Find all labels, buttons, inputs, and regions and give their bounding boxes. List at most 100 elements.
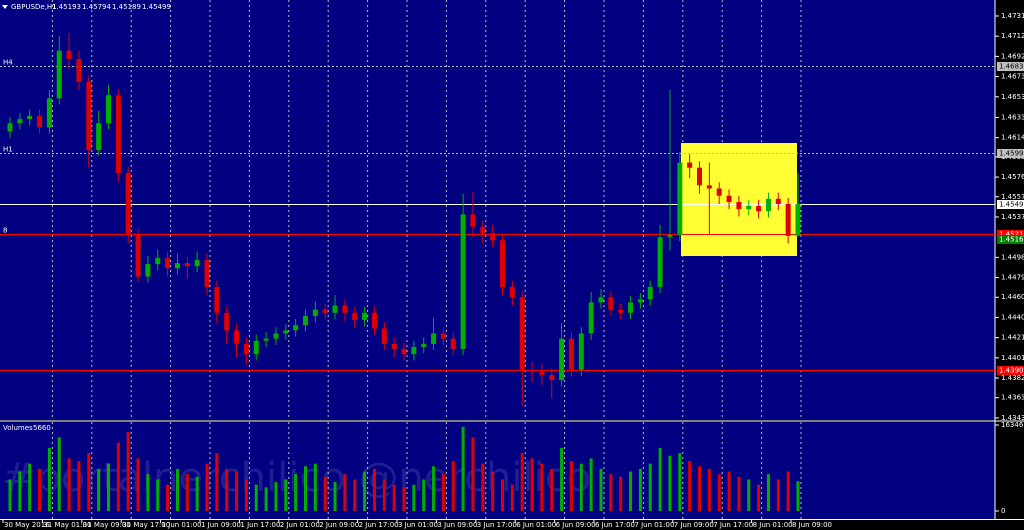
- candle-body: [677, 162, 683, 236]
- volume-last: 5660: [33, 424, 51, 432]
- y-tick-label: 1.44015: [1001, 354, 1024, 362]
- candle-body: [559, 338, 565, 381]
- candle-body: [352, 312, 358, 321]
- y-tick-label: 1.44210: [1001, 334, 1024, 342]
- candle-body: [568, 338, 574, 370]
- volume-bar: [156, 479, 160, 511]
- volume-bar: [461, 426, 465, 511]
- candle-body: [135, 235, 141, 277]
- candle-body: [37, 115, 43, 128]
- candle-body: [401, 349, 407, 355]
- volume-bar: [698, 466, 701, 511]
- price-tag-label: 1.45165: [999, 236, 1024, 244]
- volume-bar: [451, 461, 455, 511]
- candle-body: [46, 98, 52, 128]
- candle-body: [519, 297, 525, 370]
- volume-bar: [776, 479, 780, 511]
- x-tick-label: 30 May 2016: [4, 521, 50, 529]
- candle-body: [194, 259, 200, 267]
- volume-bar: [471, 437, 475, 511]
- x-tick-label: 8 Jun 09:00: [792, 521, 832, 529]
- candle-body: [184, 263, 190, 267]
- price-tag: [997, 149, 1024, 158]
- candle-body: [234, 330, 240, 344]
- volume-bar: [491, 471, 495, 511]
- x-tick-label: 7 Jun 09:00: [674, 521, 714, 529]
- x-tick-label: 2 Jun 17:00: [359, 521, 399, 529]
- price-tag-label: 1.45499: [999, 201, 1024, 209]
- price-tag: [997, 200, 1024, 209]
- volume-bar: [333, 482, 337, 511]
- price-pane: [0, 0, 995, 420]
- volume-bar: [737, 476, 741, 511]
- candle-body: [56, 50, 62, 99]
- volume-bar: [87, 453, 91, 511]
- volume-bar: [382, 479, 386, 511]
- y-tick-label: 1.44405: [1001, 313, 1024, 321]
- candle-body: [431, 333, 437, 344]
- volume-bar: [678, 453, 682, 511]
- x-tick-label: 31 May 01:00: [43, 521, 91, 529]
- volume-bar: [668, 455, 672, 511]
- volume-bar: [284, 479, 288, 511]
- price-tag: [997, 62, 1024, 71]
- x-tick-label: 31 May 17:00: [122, 521, 170, 529]
- volume-bar: [28, 463, 32, 511]
- volume-bar: [609, 474, 613, 511]
- price-tag-label: 1.45996: [999, 150, 1024, 158]
- volume-bar: [786, 471, 790, 511]
- candle-body: [637, 299, 643, 303]
- candle-body: [106, 95, 111, 124]
- candle-body: [500, 240, 505, 287]
- x-tick-label: 2 Jun 09:00: [319, 521, 359, 529]
- y-tick-label: 1.45570: [1001, 193, 1024, 201]
- candle-body: [322, 309, 328, 313]
- candle-body: [480, 226, 486, 234]
- candle-body: [588, 302, 594, 334]
- candle-body: [470, 214, 476, 227]
- y-tick-label: 1.45375: [1001, 213, 1024, 221]
- volume-bar: [441, 474, 445, 511]
- candle-body: [421, 343, 427, 347]
- y-tick-label: 1.46730: [1001, 73, 1024, 81]
- x-tick-label: 7 Jun 17:00: [713, 521, 753, 529]
- last-open: 1.45193: [52, 3, 81, 11]
- volume-bar: [175, 468, 179, 511]
- candle-body: [598, 297, 604, 303]
- volume-bar: [244, 479, 248, 511]
- candle-body: [174, 263, 180, 269]
- x-tick-label: 3 Jun 09:00: [437, 521, 477, 529]
- candle-body: [765, 198, 771, 212]
- candle-body: [263, 338, 269, 341]
- volume-bar: [225, 468, 229, 511]
- volume-bar: [530, 458, 534, 511]
- candle-body: [145, 264, 151, 277]
- volume-bar: [274, 482, 278, 511]
- x-tick-label: 7 Jun 01:00: [634, 521, 674, 529]
- price-tag: [997, 230, 1024, 239]
- volume-bar: [363, 471, 367, 511]
- volume-bar: [560, 447, 564, 511]
- candle-body: [76, 58, 82, 82]
- volume-bar: [402, 487, 406, 511]
- volume-bar: [481, 463, 485, 511]
- candle-body: [273, 333, 279, 339]
- volume-bar: [18, 471, 22, 511]
- candle-body: [608, 297, 614, 310]
- y-tick-label: 1.46925: [1001, 52, 1024, 60]
- candle-body: [253, 340, 259, 355]
- volume-bar: [579, 463, 583, 511]
- candle-body: [224, 312, 230, 331]
- volume-bar: [254, 484, 258, 511]
- volume-y-tick-label: 16346: [1001, 421, 1024, 429]
- x-tick-label: 6 Jun 17:00: [595, 521, 635, 529]
- x-tick-label: 3 Jun 01:00: [398, 521, 438, 529]
- candle-body: [204, 259, 210, 287]
- volume-bar: [550, 468, 554, 511]
- x-tick-label: 31 May 09:00: [83, 521, 131, 529]
- y-tick-label: 1.44985: [1001, 253, 1024, 261]
- volume-bar: [146, 474, 150, 511]
- menu-icon: [2, 5, 8, 9]
- volume-bar: [372, 468, 376, 511]
- last-close: 1.45499: [142, 3, 171, 11]
